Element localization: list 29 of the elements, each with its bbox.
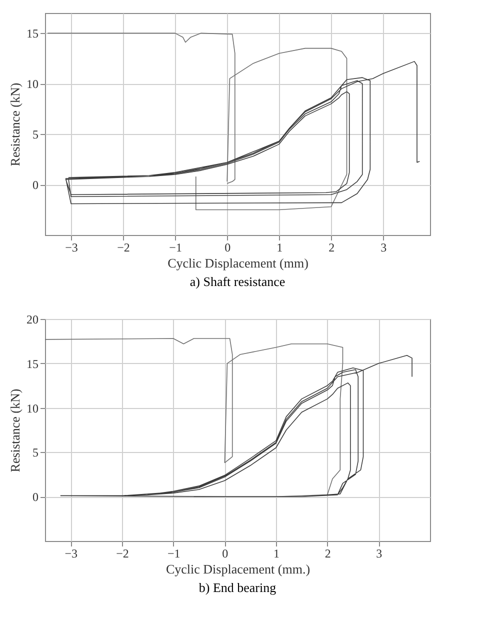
x-tick-label: 2 bbox=[324, 546, 331, 560]
x-tick-label: −2 bbox=[117, 240, 130, 254]
x-axis-title: Cyclic Displacement (mm) bbox=[168, 256, 308, 270]
x-tick-label: 1 bbox=[274, 546, 280, 560]
y-tick-label: 15 bbox=[26, 26, 38, 41]
x-tick-label: 2 bbox=[328, 240, 335, 254]
x-tick-label: 0 bbox=[222, 546, 228, 560]
x-tick-label: 3 bbox=[376, 546, 382, 560]
y-tick-label: 5 bbox=[32, 446, 38, 460]
x-tick-label: 0 bbox=[224, 240, 231, 254]
x-tick-label: 1 bbox=[276, 240, 283, 254]
y-axis-title: Resistance (kN) bbox=[8, 388, 22, 472]
x-tick-label: −2 bbox=[116, 546, 129, 560]
x-tick-label: −3 bbox=[65, 240, 78, 254]
y-tick-label: 15 bbox=[26, 356, 38, 371]
y-tick-label: 10 bbox=[26, 77, 38, 92]
x-tick-label: 3 bbox=[380, 240, 387, 254]
y-tick-label: 0 bbox=[32, 178, 38, 192]
x-tick-label: −1 bbox=[169, 240, 182, 254]
x-tick-label: −3 bbox=[64, 546, 78, 560]
x-axis-title: Cyclic Displacement (mm.) bbox=[166, 562, 310, 576]
y-tick-label: 0 bbox=[32, 490, 38, 504]
y-tick-label: 20 bbox=[26, 312, 38, 326]
x-tick-label: −1 bbox=[167, 546, 180, 560]
text: b) End bearing bbox=[198, 580, 277, 595]
y-axis-title: Resistance (kN) bbox=[8, 82, 22, 166]
y-tick-label: 5 bbox=[32, 128, 38, 142]
text: a) Shaft resistance bbox=[190, 274, 286, 289]
y-tick-label: 10 bbox=[26, 401, 38, 416]
